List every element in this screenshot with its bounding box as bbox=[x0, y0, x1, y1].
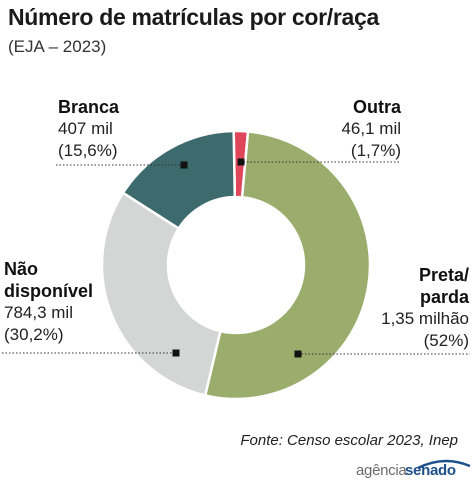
logo-senado-text: senado bbox=[405, 462, 456, 479]
label-branca-name: Branca bbox=[58, 97, 120, 117]
label-outra: Outra 46,1 mil (1,7%) bbox=[341, 96, 401, 162]
slice-nao-disponivel bbox=[100, 191, 222, 397]
slice-preta-parda bbox=[203, 130, 372, 401]
label-nao-disponivel-pct: (30,2%) bbox=[4, 325, 64, 344]
source-note: Fonte: Censo escolar 2023, Inep bbox=[240, 432, 458, 449]
marker-outra bbox=[237, 158, 245, 166]
label-outra-value: 46,1 mil bbox=[341, 119, 401, 138]
label-preta-parda-pct: (52%) bbox=[423, 331, 469, 350]
marker-branca bbox=[180, 161, 188, 169]
label-outra-pct: (1,7%) bbox=[350, 141, 401, 160]
label-nao-disponivel: Não disponível 784,3 mil (30,2%) bbox=[4, 258, 93, 346]
label-branca-pct: (15,6%) bbox=[58, 141, 118, 160]
logo-agencia-text: agência bbox=[356, 462, 407, 479]
label-preta-parda: Preta/ parda 1,35 milhão (52%) bbox=[381, 264, 469, 352]
label-nao-disponivel-value: 784,3 mil bbox=[4, 303, 73, 322]
marker-nao-disponivel bbox=[172, 349, 180, 357]
chart-title: Número de matrículas por cor/raça bbox=[8, 4, 380, 30]
slice-branca bbox=[121, 129, 237, 231]
label-outra-name: Outra bbox=[352, 97, 401, 117]
label-preta-parda-name-2: parda bbox=[419, 287, 469, 307]
label-branca-value: 407 mil bbox=[58, 119, 113, 138]
chart-subtitle: (EJA – 2023) bbox=[8, 37, 107, 56]
label-preta-parda-name-1: Preta/ bbox=[418, 265, 469, 285]
marker-preta-parda bbox=[294, 350, 302, 358]
label-nao-disponivel-name-2: disponível bbox=[4, 281, 94, 301]
agencia-senado-logo: agência senado bbox=[356, 459, 471, 485]
label-preta-parda-value: 1,35 milhão bbox=[381, 309, 469, 328]
logo-arc-icon bbox=[417, 459, 471, 469]
label-nao-disponivel-name-1: Não bbox=[4, 259, 39, 279]
label-branca: Branca 407 mil (15,6%) bbox=[58, 96, 119, 162]
